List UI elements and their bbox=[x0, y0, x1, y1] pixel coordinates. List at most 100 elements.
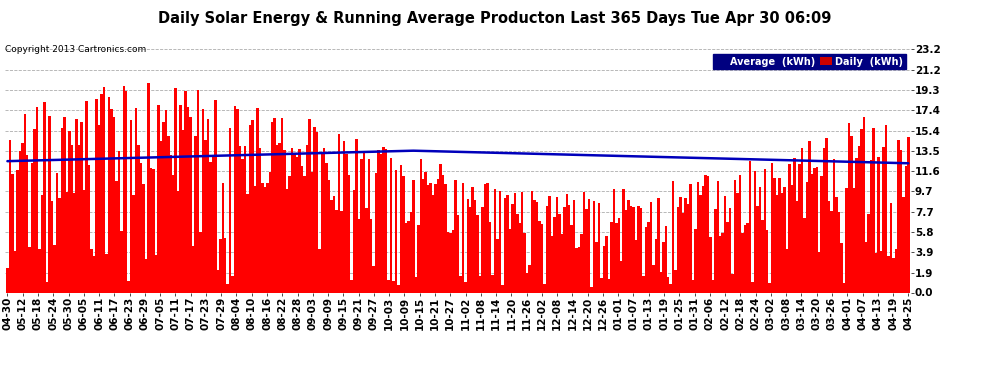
Bar bbox=[63, 117, 65, 292]
Bar bbox=[600, 278, 603, 292]
Bar bbox=[333, 196, 336, 292]
Bar bbox=[60, 128, 63, 292]
Bar bbox=[88, 165, 90, 292]
Bar bbox=[402, 176, 405, 292]
Bar bbox=[578, 246, 580, 292]
Bar bbox=[524, 233, 526, 292]
Bar bbox=[479, 276, 481, 292]
Bar bbox=[68, 132, 70, 292]
Bar bbox=[24, 114, 26, 292]
Bar bbox=[100, 94, 103, 292]
Bar bbox=[53, 245, 55, 292]
Bar bbox=[654, 239, 657, 292]
Bar bbox=[761, 220, 763, 292]
Bar bbox=[531, 191, 534, 292]
Bar bbox=[422, 179, 425, 292]
Bar bbox=[93, 256, 95, 292]
Bar bbox=[852, 188, 855, 292]
Bar bbox=[301, 166, 303, 292]
Bar bbox=[494, 189, 496, 292]
Bar bbox=[247, 194, 248, 292]
Bar bbox=[209, 162, 212, 292]
Bar bbox=[841, 243, 842, 292]
Bar bbox=[555, 197, 558, 292]
Bar bbox=[669, 284, 672, 292]
Bar bbox=[682, 213, 684, 292]
Bar bbox=[103, 87, 105, 292]
Bar bbox=[11, 174, 14, 292]
Bar bbox=[341, 211, 343, 292]
Bar bbox=[897, 140, 900, 292]
Bar bbox=[204, 140, 207, 292]
Bar bbox=[367, 159, 370, 292]
Bar bbox=[516, 214, 519, 292]
Bar bbox=[164, 110, 167, 292]
Bar bbox=[355, 139, 357, 292]
Bar bbox=[268, 172, 271, 292]
Bar bbox=[390, 159, 392, 292]
Bar bbox=[442, 175, 445, 292]
Bar bbox=[610, 222, 613, 292]
Bar bbox=[189, 117, 192, 292]
Bar bbox=[179, 105, 182, 292]
Bar bbox=[78, 145, 80, 292]
Bar bbox=[192, 246, 194, 292]
Bar bbox=[253, 186, 256, 292]
Bar bbox=[169, 156, 172, 292]
Bar bbox=[630, 206, 633, 292]
Bar bbox=[742, 233, 743, 292]
Bar bbox=[415, 277, 417, 292]
Bar bbox=[776, 195, 778, 292]
Bar bbox=[26, 155, 29, 292]
Bar bbox=[298, 149, 301, 292]
Bar bbox=[855, 158, 857, 292]
Bar bbox=[544, 284, 545, 292]
Bar bbox=[756, 206, 758, 292]
Bar bbox=[590, 287, 593, 292]
Bar bbox=[697, 182, 699, 292]
Bar bbox=[377, 150, 380, 292]
Bar bbox=[370, 219, 372, 292]
Bar bbox=[534, 201, 536, 292]
Bar bbox=[336, 210, 338, 292]
Bar bbox=[108, 98, 110, 292]
Bar bbox=[598, 203, 600, 292]
Bar bbox=[385, 149, 387, 292]
Bar bbox=[212, 156, 214, 292]
Bar bbox=[870, 160, 872, 292]
Bar bbox=[162, 122, 164, 292]
Bar bbox=[227, 284, 229, 292]
Bar bbox=[256, 108, 258, 292]
Bar bbox=[786, 249, 788, 292]
Bar bbox=[194, 136, 197, 292]
Bar bbox=[667, 277, 669, 292]
Bar bbox=[788, 164, 791, 292]
Bar bbox=[187, 107, 189, 292]
Bar bbox=[461, 183, 464, 292]
Bar bbox=[83, 190, 85, 292]
Bar bbox=[734, 180, 737, 292]
Bar bbox=[338, 135, 341, 292]
Bar bbox=[273, 117, 276, 292]
Bar bbox=[36, 108, 39, 292]
Bar bbox=[113, 117, 115, 292]
Bar bbox=[350, 280, 352, 292]
Bar bbox=[491, 274, 494, 292]
Bar bbox=[157, 105, 159, 292]
Bar bbox=[154, 255, 157, 292]
Bar bbox=[281, 118, 283, 292]
Bar bbox=[672, 181, 674, 292]
Bar bbox=[219, 238, 222, 292]
Bar bbox=[644, 227, 647, 292]
Bar bbox=[372, 266, 375, 292]
Bar bbox=[311, 172, 313, 292]
Bar bbox=[806, 182, 808, 292]
Bar bbox=[145, 259, 148, 292]
Bar bbox=[197, 90, 199, 292]
Bar bbox=[905, 166, 907, 292]
Bar bbox=[425, 172, 427, 292]
Bar bbox=[138, 146, 140, 292]
Bar bbox=[719, 236, 722, 292]
Bar bbox=[276, 144, 278, 292]
Bar bbox=[435, 184, 437, 292]
